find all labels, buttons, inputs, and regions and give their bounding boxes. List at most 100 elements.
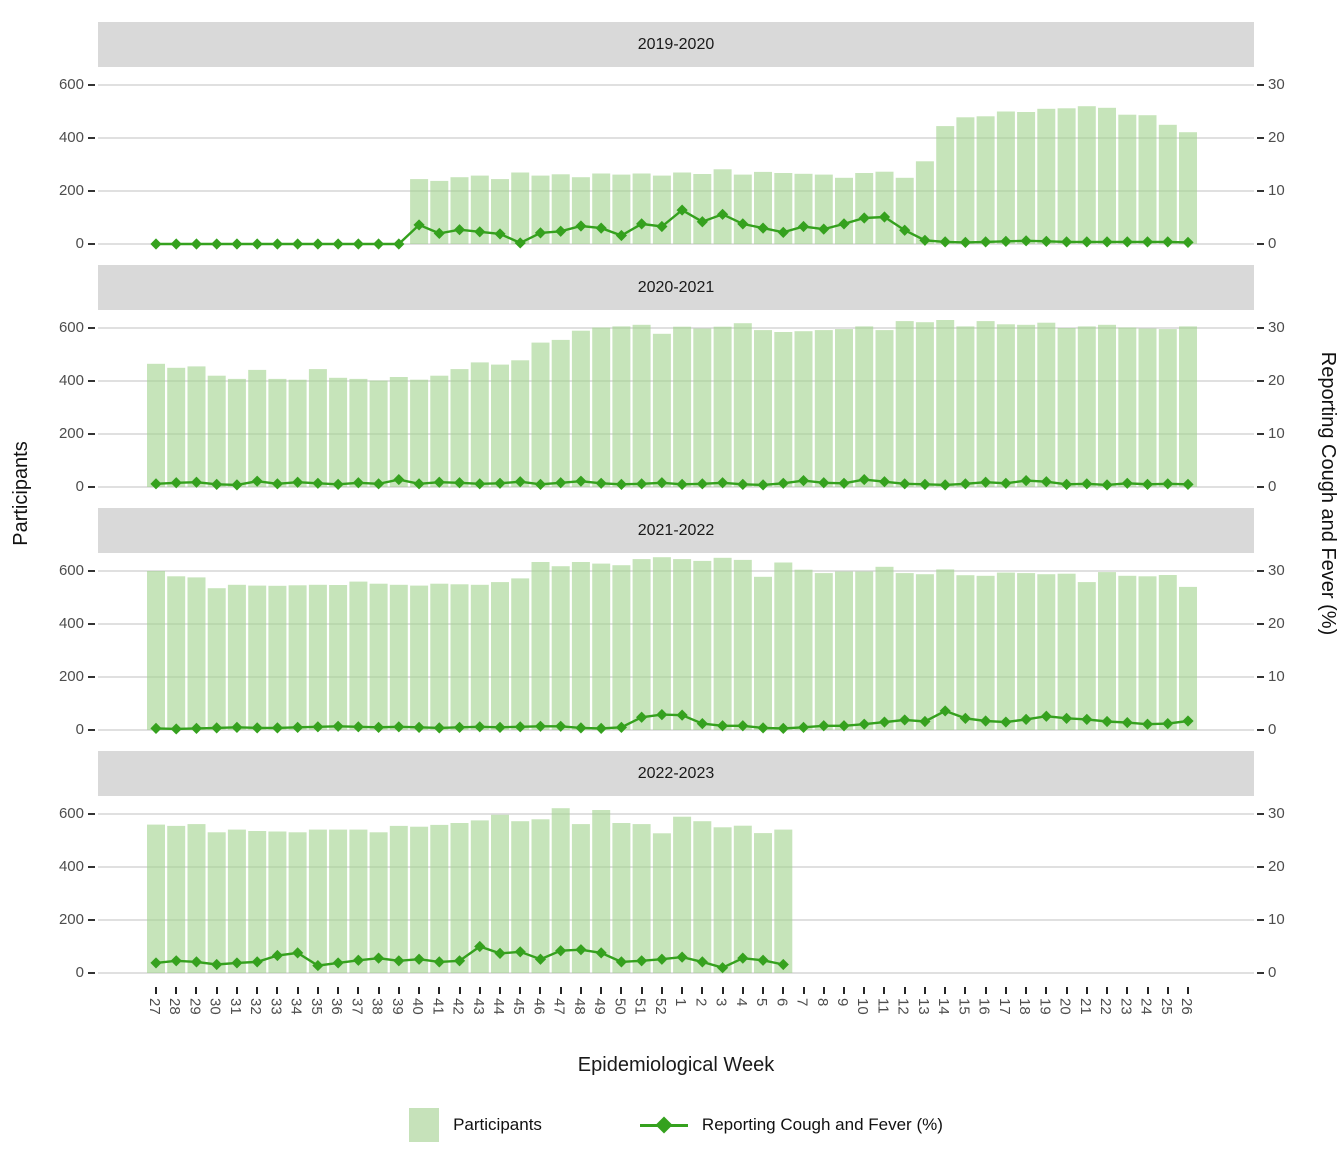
pct-point	[818, 477, 830, 489]
pct-point	[575, 220, 587, 232]
facet-plot	[98, 808, 1254, 974]
x-tick-label: 25	[1157, 998, 1175, 1015]
y-tick-mark	[88, 570, 95, 572]
x-tick-mark	[701, 987, 704, 994]
participants-bar	[450, 177, 469, 244]
participants-bar	[410, 826, 429, 973]
facet-strip-label: 2019-2020	[637, 35, 715, 53]
participants-bar	[551, 339, 570, 487]
pct-point	[636, 955, 648, 967]
participants-bar	[511, 578, 530, 730]
y-tick-mark	[1257, 729, 1264, 731]
x-tick-mark	[418, 987, 421, 994]
pct-point	[1121, 477, 1133, 489]
pct-point	[453, 477, 466, 489]
y-tick-label: 0	[1268, 964, 1277, 981]
y-tick-mark	[88, 729, 95, 731]
y-tick-mark	[88, 813, 95, 815]
pct-point	[231, 957, 243, 969]
participants-bar	[612, 326, 631, 487]
pct-point	[312, 477, 324, 489]
pct-point	[1162, 478, 1174, 490]
x-tick-label: 9	[833, 998, 851, 1007]
y-tick-label: 0	[1268, 235, 1277, 252]
pct-point	[292, 238, 304, 250]
x-tick-label: 37	[348, 998, 366, 1015]
participants-bar	[491, 582, 509, 730]
x-tick-mark	[519, 987, 522, 994]
pct-point	[433, 476, 445, 488]
participants-bar	[248, 585, 267, 730]
y-tick-label: 20	[1268, 372, 1285, 389]
participants-bar	[410, 379, 429, 487]
legend: Participants Reporting Cough and Fever (…	[0, 1103, 1344, 1147]
participants-bar	[369, 380, 388, 487]
participants-bar	[167, 576, 186, 730]
y-tick-label: 400	[58, 615, 84, 632]
y-tick-mark	[1257, 570, 1264, 572]
x-tick-label: 50	[611, 998, 629, 1015]
x-tick-mark	[579, 987, 582, 994]
pct-point	[716, 208, 729, 220]
pct-point	[716, 720, 729, 732]
pct-point	[1020, 713, 1032, 725]
participants-bar	[167, 367, 186, 488]
pct-point	[980, 715, 992, 727]
pct-point	[939, 479, 951, 491]
pct-point	[838, 720, 850, 732]
participants-bar	[571, 824, 590, 973]
pct-point	[737, 720, 749, 732]
x-tick-label: 15	[955, 998, 973, 1015]
y-tick-mark	[1257, 84, 1264, 86]
x-tick-mark	[155, 987, 157, 994]
pct-point	[332, 957, 344, 969]
pct-point	[575, 722, 587, 734]
participants-bar	[288, 585, 307, 730]
participants-bar	[875, 330, 894, 487]
y-axis-title-left: Participants	[6, 0, 36, 986]
participants-bar	[1037, 574, 1056, 730]
participants-bar	[814, 174, 833, 244]
participants-bar	[1037, 108, 1056, 244]
pct-line	[156, 208, 1189, 246]
facet-strip: 2020-2021	[98, 265, 1254, 310]
participants-bar	[268, 831, 287, 973]
participants-bar	[430, 824, 449, 973]
x-tick-mark	[1106, 987, 1109, 994]
participants-bar	[349, 581, 368, 730]
y-tick-label: 30	[1268, 319, 1285, 336]
pct-point	[737, 218, 749, 230]
x-tick-mark	[256, 987, 259, 994]
pct-point	[534, 478, 547, 490]
participants-bar	[652, 557, 671, 730]
x-tick-label: 49	[591, 998, 609, 1015]
x-tick-label: 31	[226, 998, 244, 1015]
participants-bar	[612, 565, 631, 730]
pct-point	[636, 218, 648, 230]
participants-bar	[268, 378, 287, 487]
participants-bar	[652, 175, 671, 244]
x-tick-label: 38	[368, 998, 386, 1015]
pct-point	[716, 477, 729, 489]
x-tick-mark	[337, 987, 340, 994]
facet-2021-2022: 600 400 200 0 2021-2022 30 20 10 0	[0, 508, 1344, 743]
y-tick-label: 400	[58, 858, 84, 875]
participants-bar	[147, 571, 165, 730]
participants-bar	[389, 825, 408, 973]
x-tick-label: 5	[753, 998, 771, 1007]
participants-bar	[835, 329, 853, 487]
pct-point	[251, 722, 263, 734]
participants-bar	[207, 832, 226, 973]
participants-bar	[430, 583, 449, 730]
x-tick-mark	[1004, 987, 1007, 994]
pct-point	[636, 478, 648, 490]
participants-bar	[1158, 575, 1177, 730]
pct-point	[190, 956, 203, 968]
pct-point	[231, 238, 243, 250]
pct-point	[899, 478, 911, 490]
y-tick-label: 200	[58, 182, 84, 199]
facet-strip-label: 2021-2022	[637, 521, 715, 539]
facet-2019-2020: 600 400 200 0 2019-2020 30 20 10 0	[0, 22, 1344, 257]
pct-point	[1121, 236, 1133, 248]
x-tick-mark	[600, 987, 603, 994]
